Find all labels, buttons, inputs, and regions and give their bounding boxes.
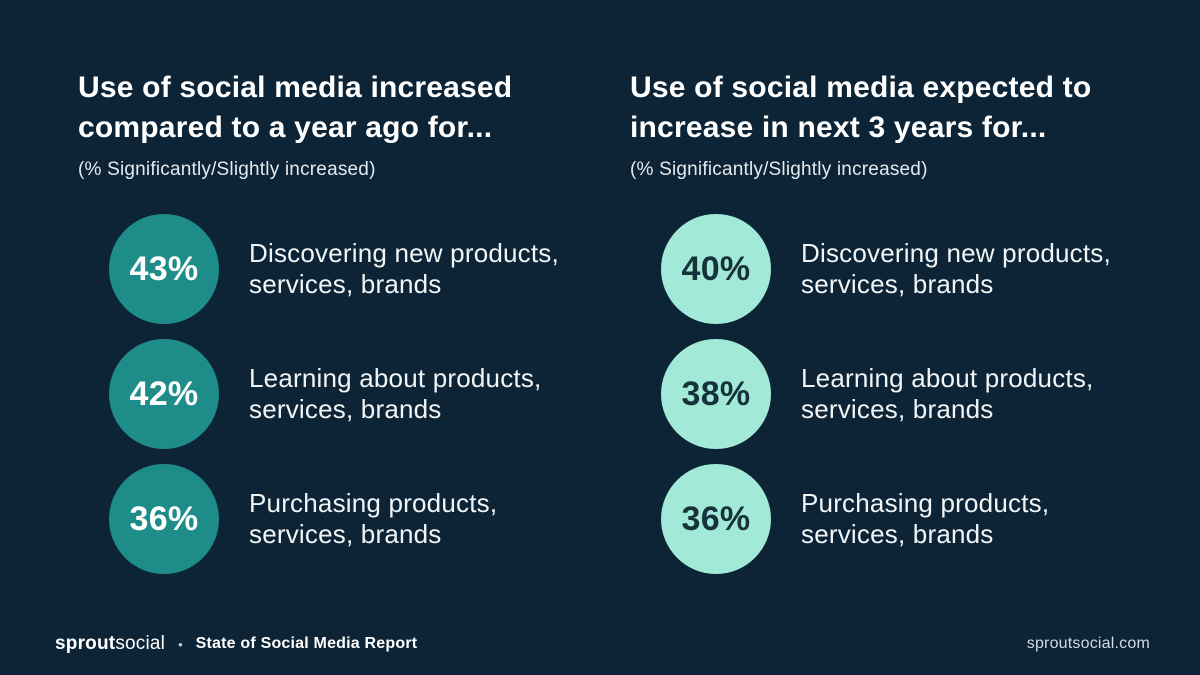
- stat-row: 38% Learning about products, services, b…: [661, 339, 1170, 449]
- stat-circle: 42%: [109, 339, 219, 449]
- stat-label: Learning about products, services, brand…: [249, 363, 542, 424]
- stat-circle: 36%: [661, 464, 771, 574]
- stat-row: 43% Discovering new products, services, …: [109, 214, 618, 324]
- stat-rows: 43% Discovering new products, services, …: [78, 214, 618, 574]
- column-title: Use of social media expected to increase…: [630, 68, 1170, 148]
- stat-rows: 40% Discovering new products, services, …: [630, 214, 1170, 574]
- stat-label: Discovering new products, services, bran…: [249, 238, 559, 299]
- stat-circle: 40%: [661, 214, 771, 324]
- column-subtitle: (% Significantly/Slightly increased): [630, 159, 928, 180]
- website-url: sproutsocial.com: [1026, 635, 1150, 652]
- column-title: Use of social media increased compared t…: [78, 68, 618, 148]
- report-title: State of Social Media Report: [195, 635, 418, 652]
- sproutsocial-logo: sproutsocial: [55, 633, 165, 655]
- stat-value: 40%: [681, 249, 751, 288]
- stat-row: 40% Discovering new products, services, …: [661, 214, 1170, 324]
- stat-circle: 38%: [661, 339, 771, 449]
- stat-value: 36%: [129, 499, 199, 538]
- stat-row: 42% Learning about products, services, b…: [109, 339, 618, 449]
- stat-circle: 43%: [109, 214, 219, 324]
- stat-label: Purchasing products, services, brands: [249, 488, 498, 549]
- title-line: increase in next 3 years for...: [630, 111, 1047, 144]
- stat-value: 42%: [129, 374, 199, 413]
- stat-value: 36%: [681, 499, 751, 538]
- stat-value: 38%: [681, 374, 751, 413]
- logo-social-text: social: [115, 633, 166, 654]
- stat-circle: 36%: [109, 464, 219, 574]
- stat-label: Learning about products, services, brand…: [801, 363, 1094, 424]
- stat-label: Purchasing products, services, brands: [801, 488, 1050, 549]
- footer-separator-dot: •: [178, 636, 183, 652]
- stat-row: 36% Purchasing products, services, brand…: [661, 464, 1170, 574]
- footer-left: sproutsocial • State of Social Media Rep…: [55, 633, 417, 655]
- title-line: Use of social media expected to: [630, 71, 1092, 104]
- stat-value: 43%: [129, 249, 199, 288]
- title-line: compared to a year ago for...: [78, 111, 493, 144]
- column-past-year: Use of social media increased compared t…: [78, 68, 618, 574]
- stat-label: Discovering new products, services, bran…: [801, 238, 1111, 299]
- column-next-3-years: Use of social media expected to increase…: [630, 68, 1170, 574]
- column-subtitle: (% Significantly/Slightly increased): [78, 159, 376, 180]
- stat-row: 36% Purchasing products, services, brand…: [109, 464, 618, 574]
- title-line: Use of social media increased: [78, 71, 513, 104]
- logo-sprout-text: sprout: [55, 633, 116, 654]
